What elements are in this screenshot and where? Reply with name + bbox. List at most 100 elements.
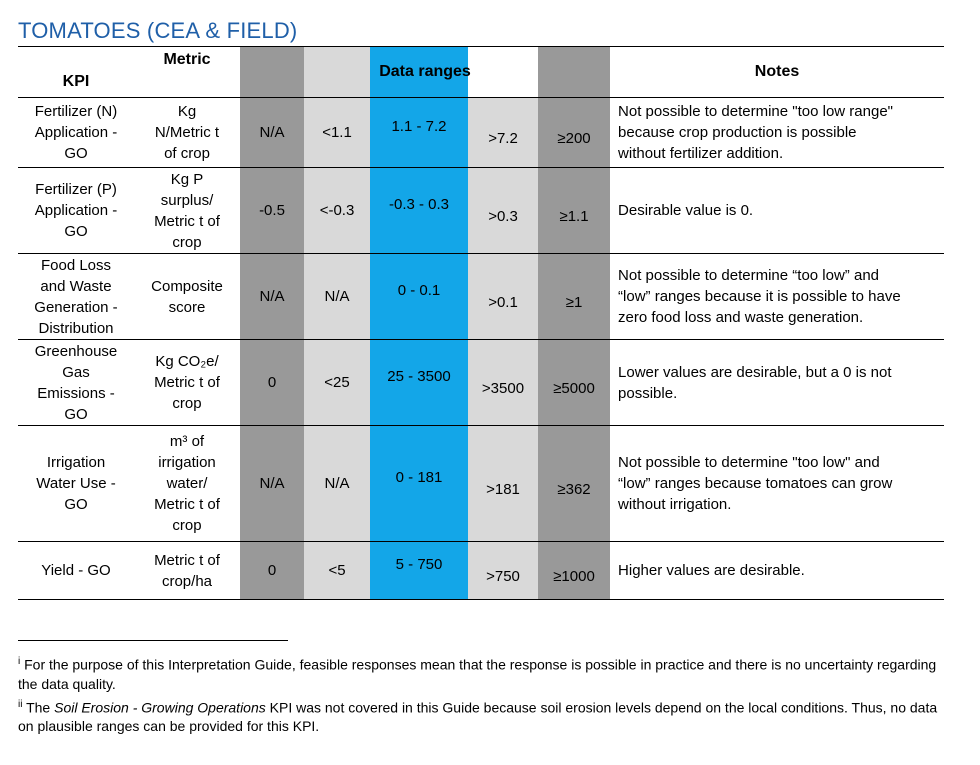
- range-cell: <-0.3: [304, 167, 370, 254]
- footnotes: i For the purpose of this Interpretation…: [18, 652, 948, 737]
- footnote-text: The: [26, 699, 55, 716]
- cell-line: GO: [64, 405, 88, 423]
- kpi-table: KPI Metric Data ranges Notes Fertilizer …: [18, 46, 945, 600]
- cell-line: Irrigation: [46, 454, 106, 471]
- cell-line: Fertilizer (P): [35, 181, 117, 198]
- cell-line: GO: [64, 223, 88, 240]
- range-cell: 0 - 181: [370, 425, 468, 542]
- footnote-text: For the purpose of this Interpretation G…: [18, 656, 937, 692]
- metric-cell: Composite score: [134, 253, 240, 340]
- cell-line: m³ of: [169, 433, 205, 450]
- cell-line: Application -: [34, 202, 118, 219]
- cell-line: crop: [172, 517, 202, 534]
- range-cell: >0.3: [468, 167, 538, 254]
- cell-line: Kg CO₂e/: [155, 353, 219, 370]
- range-cell: >181: [468, 425, 538, 542]
- cell-line: Metric t of: [154, 496, 220, 513]
- cell-line: possible.: [618, 384, 678, 402]
- footnote: ii The Soil Erosion - Growing Operations…: [18, 695, 948, 737]
- cell-line: Higher values are desirable.: [618, 562, 805, 579]
- table-row: Irrigation Water Use - GO m³ of irrigation wa…: [18, 425, 945, 542]
- footnote-text: KPI was not covered in this Guide becaus…: [18, 699, 938, 735]
- cell-line: Generation -: [34, 298, 118, 316]
- kpi-cell: Irrigation Water Use - GO: [18, 425, 134, 542]
- cell-line: score: [168, 298, 206, 316]
- range-cell: -0.5: [240, 167, 304, 254]
- range-cell: <25: [304, 339, 370, 426]
- range-cell: >7.2: [468, 97, 538, 168]
- range-cell: N/A: [240, 425, 304, 542]
- cell-line: Greenhouse: [34, 342, 118, 360]
- range-cell: <1.1: [304, 97, 370, 168]
- metric-cell: Metric t of crop/ha: [134, 541, 240, 600]
- range-cell: N/A: [304, 253, 370, 340]
- table-row: Greenhouse Gas Emissions - GO Kg CO₂e/Metric…: [18, 339, 945, 426]
- cell-line: Metric t of: [154, 374, 220, 391]
- cell-line: Emissions -: [37, 384, 115, 402]
- cell-line: “low” ranges because it is possible to h…: [618, 288, 901, 305]
- cell-line: Food Loss: [40, 256, 112, 274]
- notes-cell: Higher values are desirable.: [610, 541, 945, 600]
- cell-line: Distribution: [38, 319, 114, 337]
- cell-line: Not possible to determine "too low range…: [618, 103, 893, 120]
- metric-cell: Kg N/Metric t of crop: [134, 97, 240, 168]
- metric-header: Metric: [134, 46, 240, 98]
- cell-line: irrigation: [158, 454, 216, 471]
- range-cell: 0: [240, 541, 304, 600]
- cell-line: of crop: [164, 145, 210, 162]
- table-row: Fertilizer (P) Application - GO Kg P surplus…: [18, 167, 945, 254]
- range-cell: ≥1000: [538, 541, 611, 600]
- range-cell: ≥200: [538, 97, 611, 168]
- cell-line: Metric t of: [154, 212, 220, 230]
- cell-line: Lower values are desirable, but a 0 is n…: [618, 363, 892, 381]
- notes-cell: Not possible to determine "too low" and “…: [610, 425, 945, 542]
- cell-line: because crop production is possible: [618, 124, 857, 141]
- cell-line: Composite: [151, 277, 223, 295]
- footnote-italic: Soil Erosion - Growing Operations: [54, 699, 266, 716]
- notes-cell: Lower values are desirable, but a 0 is n…: [610, 339, 945, 426]
- range-cell: N/A: [240, 97, 304, 168]
- cell-line: Yield - GO: [41, 562, 111, 579]
- range-cell: 25 - 3500: [370, 339, 468, 426]
- kpi-cell: Fertilizer (N) Application - GO: [18, 97, 134, 168]
- cell-line: GO: [64, 145, 88, 162]
- range-cell: ≥1.1: [538, 167, 611, 254]
- notes-header: Notes: [610, 46, 945, 98]
- cell-line: water/: [166, 475, 208, 492]
- cell-line: Kg P: [170, 170, 204, 188]
- kpi-header: KPI: [18, 46, 134, 98]
- range-cell: ≥1: [538, 253, 611, 340]
- table-row: Yield - GO Metric t of crop/ha 0 <5 5 - 750 >7…: [18, 541, 945, 600]
- cell-line: Gas: [62, 363, 90, 381]
- range-cell: >0.1: [468, 253, 538, 340]
- footnote-marker: ii: [18, 698, 23, 710]
- cell-line: Fertilizer (N): [34, 103, 118, 120]
- range-cell: 0: [240, 339, 304, 426]
- cell-line: Water Use -: [36, 475, 116, 492]
- cell-line: Not possible to determine “too low” and: [618, 267, 880, 284]
- footnote: i For the purpose of this Interpretation…: [18, 652, 948, 694]
- table-row: Food Loss and Waste Generation - Distributi…: [18, 253, 945, 340]
- kpi-cell: Greenhouse Gas Emissions - GO: [18, 339, 134, 426]
- range-cell: ≥5000: [538, 339, 611, 426]
- cell-line: Metric t of: [154, 551, 220, 569]
- table-row: Fertilizer (N) Application - GO Kg N/Metric …: [18, 97, 945, 168]
- cell-line: N/Metric t: [154, 124, 220, 141]
- range-cell: N/A: [304, 425, 370, 542]
- cell-line: and Waste: [40, 277, 112, 295]
- range-cell: 1.1 - 7.2: [370, 97, 468, 168]
- cell-line: zero food loss and waste generation.: [618, 309, 864, 326]
- cell-line: crop/ha: [161, 572, 213, 590]
- range-cell: ≥362: [538, 425, 611, 542]
- kpi-cell: Fertilizer (P) Application - GO: [18, 167, 134, 254]
- table-body: Fertilizer (N) Application - GO Kg N/Metric …: [18, 97, 945, 600]
- cell-line: crop: [172, 395, 202, 412]
- range-cell: <5: [304, 541, 370, 600]
- cell-line: Kg: [177, 103, 197, 120]
- notes-cell: Not possible to determine “too low” and “…: [610, 253, 945, 340]
- notes-cell: Desirable value is 0.: [610, 167, 945, 254]
- kpi-cell: Food Loss and Waste Generation - Distributi…: [18, 253, 134, 340]
- cell-line: surplus/: [160, 191, 214, 209]
- range-cell: >3500: [468, 339, 538, 426]
- page-title: TOMATOES (CEA & FIELD): [18, 18, 298, 43]
